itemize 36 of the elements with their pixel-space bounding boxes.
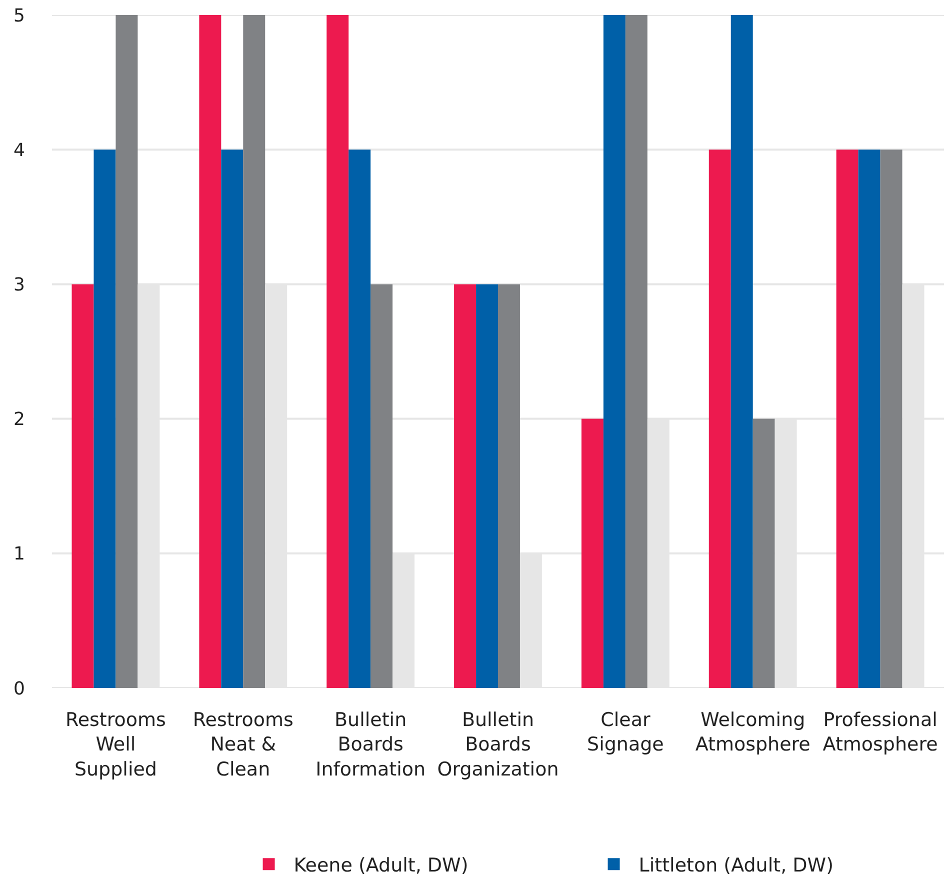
legend-label: Keene (Adult, DW) <box>294 854 468 877</box>
bar <box>72 284 94 688</box>
bar <box>836 150 858 688</box>
bar <box>625 15 648 688</box>
bar <box>603 15 626 688</box>
x-tick-label: Bulletin Boards Information <box>316 709 426 780</box>
bar <box>476 284 498 688</box>
y-tick-label: 1 <box>14 544 25 565</box>
bar <box>199 15 222 688</box>
x-tick-label: Clear Signage <box>587 709 664 756</box>
bar <box>498 284 520 688</box>
bar <box>116 15 138 688</box>
bar <box>708 150 731 688</box>
y-tick-label: 3 <box>14 274 25 296</box>
bar <box>221 150 244 688</box>
y-tick-label: 5 <box>14 5 25 26</box>
x-tick-label: Professional Atmosphere <box>822 709 938 756</box>
y-tick-label: 2 <box>14 409 25 430</box>
bar <box>243 15 266 688</box>
x-tick-label: Restrooms Well Supplied <box>65 709 166 780</box>
x-tick-label: Bulletin Boards Organization <box>437 709 559 780</box>
bar <box>454 284 476 688</box>
bar <box>581 418 604 688</box>
bar <box>730 15 753 688</box>
bar <box>94 150 116 688</box>
x-tick-label: Restrooms Neat & Clean <box>192 709 294 780</box>
y-tick-label: 0 <box>14 678 25 700</box>
bar <box>880 150 902 688</box>
y-tick-label: 4 <box>14 140 25 161</box>
bar <box>370 284 393 688</box>
bar <box>326 15 349 688</box>
legend-label: Littleton (Adult, DW) <box>638 854 834 877</box>
bar <box>348 150 371 688</box>
x-tick-label: Welcoming Atmosphere <box>695 709 810 756</box>
bar <box>858 150 880 688</box>
bar <box>752 418 775 688</box>
